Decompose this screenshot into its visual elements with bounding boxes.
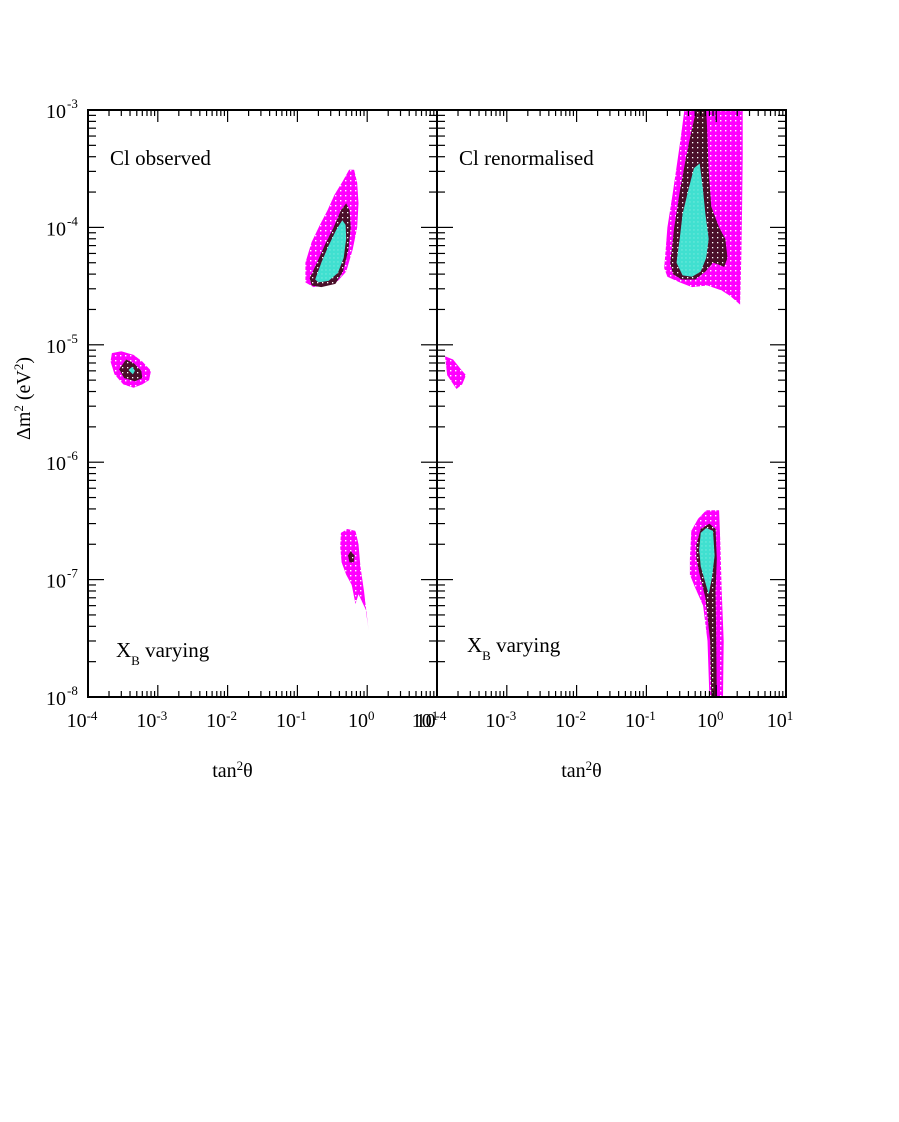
- y-tick-exponent: -4: [67, 213, 78, 228]
- y-axis-title: Δm2 (eV2): [11, 357, 36, 440]
- y-tick-exponent: -8: [67, 683, 78, 698]
- contour-regions: [110, 169, 369, 631]
- panel-1: 10-4 10-3 10-2 10-1 100 10110-310-410-510-610…: [11, 96, 439, 782]
- x-axis-title: tan2θ: [561, 758, 602, 783]
- annotation-xb-varying: XB varying: [467, 633, 561, 663]
- region-inner-2: [699, 528, 715, 595]
- y-tick-exponent: -7: [67, 566, 78, 581]
- x-tick-label: 10-1: [625, 708, 656, 733]
- region-outer-2: [445, 356, 466, 389]
- region-outer-3: [340, 529, 369, 631]
- axis-ticks: [87, 110, 437, 698]
- plot-frame: [436, 109, 787, 698]
- y-tick-exponent: -5: [67, 331, 78, 346]
- y-tick-label: 10: [46, 218, 66, 240]
- y-tick-label: 10: [46, 101, 66, 123]
- x-tick-label: 10-4: [67, 708, 98, 733]
- panel-title: Cl observed: [110, 146, 211, 170]
- x-tick-label: 100: [348, 708, 375, 733]
- x-tick-label: 10-3: [485, 708, 516, 733]
- x-tick-label: 100: [697, 708, 724, 733]
- panel-title: Cl renormalised: [459, 146, 594, 170]
- region-inner-1: [315, 220, 347, 283]
- x-tick-label: 10-1: [276, 708, 307, 733]
- region-middle-3: [348, 551, 355, 563]
- y-tick-label: 10: [46, 453, 66, 475]
- y-tick-exponent: -6: [67, 448, 78, 463]
- x-tick-label: 10-4: [416, 708, 447, 733]
- x-tick-label: 10-2: [206, 708, 237, 733]
- region-inner-1: [676, 163, 709, 277]
- axis-ticks: [436, 110, 786, 698]
- x-axis-title: tan2θ: [212, 758, 253, 783]
- annotation-xb-varying: XB varying: [116, 638, 210, 668]
- y-tick-label: 10: [46, 688, 66, 710]
- contour-regions: [445, 110, 743, 697]
- x-tick-label: 101: [767, 708, 794, 733]
- y-tick-label: 10: [46, 336, 66, 358]
- y-tick-label: 10: [46, 571, 66, 593]
- panel-2: 10-4 10-3 10-2 10-1 100 101 Cl renormalised XB …: [416, 109, 794, 783]
- y-tick-exponent: -3: [67, 96, 78, 111]
- x-tick-label: 101: [412, 708, 439, 733]
- plot-frame: [87, 109, 438, 698]
- x-tick-label: 10-3: [136, 708, 167, 733]
- region-inner-2: [128, 366, 135, 375]
- x-tick-label: 10-2: [555, 708, 586, 733]
